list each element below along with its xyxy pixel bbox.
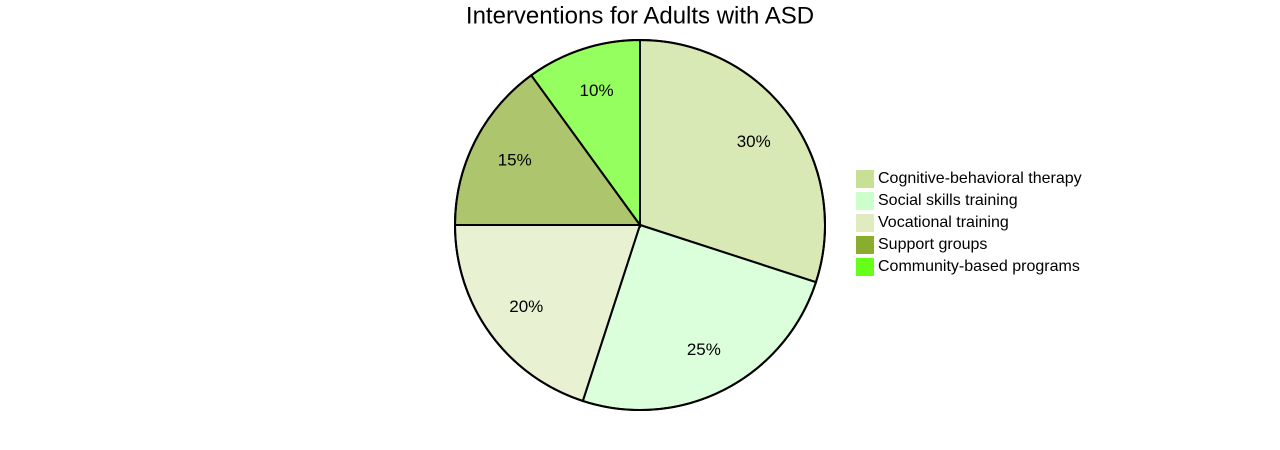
legend-swatch: [856, 236, 874, 254]
legend-label: Social skills training: [878, 192, 1018, 209]
legend-swatch: [856, 192, 874, 210]
legend-swatch: [856, 258, 874, 276]
legend-swatch: [856, 170, 874, 188]
slice-label: 25%: [687, 340, 721, 359]
chart-title: Interventions for Adults with ASD: [466, 2, 814, 29]
legend-label: Support groups: [878, 236, 987, 253]
slice-label: 15%: [498, 151, 532, 170]
legend-label: Community-based programs: [878, 258, 1080, 275]
legend-swatch: [856, 214, 874, 232]
slice-label: 30%: [737, 132, 771, 151]
legend-label: Vocational training: [878, 214, 1009, 231]
legend-label: Cognitive-behavioral therapy: [878, 170, 1082, 187]
slice-label: 10%: [580, 81, 614, 100]
slice-label: 20%: [509, 297, 543, 316]
pie-outline: [454, 39, 826, 411]
